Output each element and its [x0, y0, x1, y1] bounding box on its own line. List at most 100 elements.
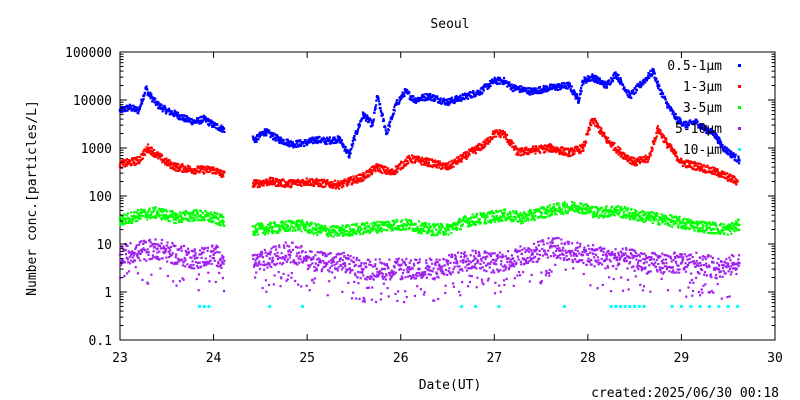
data-point [393, 109, 396, 112]
data-point [577, 101, 580, 105]
data-point [294, 143, 297, 146]
data-point [307, 139, 310, 142]
data-point [576, 145, 579, 149]
data-point [722, 171, 725, 174]
data-point [292, 226, 296, 229]
data-point [161, 158, 165, 161]
data-point [406, 159, 409, 163]
data-point [633, 157, 636, 160]
data-point [611, 141, 614, 145]
data-point [422, 163, 425, 166]
data-point [130, 259, 133, 262]
data-point [621, 83, 625, 86]
data-point [718, 171, 722, 175]
data-point [125, 162, 128, 165]
data-point [148, 92, 151, 95]
data-point [541, 90, 545, 93]
data-point [262, 184, 265, 187]
data-point [519, 151, 522, 154]
data-point [497, 76, 500, 79]
data-point [484, 138, 487, 141]
data-point [365, 170, 369, 173]
data-point [364, 119, 368, 122]
data-point [556, 84, 559, 87]
data-point [624, 213, 628, 217]
data-point [538, 210, 541, 213]
data-point [311, 136, 314, 139]
data-point [277, 140, 280, 143]
data-point [548, 213, 552, 216]
data-point [161, 107, 164, 110]
data-point [334, 233, 337, 236]
data-point [254, 182, 257, 185]
data-point [659, 218, 662, 222]
data-point [737, 155, 740, 158]
data-point [571, 201, 574, 204]
data-point [431, 96, 434, 99]
data-point [703, 164, 706, 167]
data-point [700, 166, 704, 170]
data-point [653, 212, 656, 215]
data-point [405, 159, 408, 162]
data-point [298, 140, 301, 143]
data-point [596, 123, 600, 126]
data-point [675, 222, 678, 225]
data-point [736, 159, 740, 162]
data-point [619, 78, 622, 81]
data-point [657, 129, 660, 132]
data-point [718, 138, 721, 141]
data-point [130, 252, 134, 256]
data-point [548, 204, 551, 207]
data-point [702, 123, 705, 126]
data-point [623, 206, 627, 209]
data-point [328, 138, 331, 142]
data-point [480, 143, 483, 146]
data-point [286, 138, 289, 141]
data-point [552, 147, 555, 150]
data-point [200, 119, 204, 122]
data-point [142, 242, 145, 246]
data-point [593, 76, 596, 80]
data-point [446, 102, 449, 105]
data-point [154, 155, 158, 158]
data-point [644, 154, 647, 157]
data-point [491, 137, 494, 140]
data-point [618, 211, 621, 214]
data-point [335, 184, 338, 187]
data-point [687, 160, 691, 163]
data-point [137, 109, 141, 112]
data-point [460, 99, 463, 102]
data-point [297, 144, 301, 147]
data-point [390, 229, 393, 232]
data-point [481, 87, 485, 90]
data-point [630, 162, 633, 166]
data-point [712, 232, 715, 235]
data-point [580, 146, 583, 149]
data-point [338, 182, 342, 185]
data-point [191, 219, 194, 222]
data-point [157, 211, 160, 214]
data-point [526, 214, 529, 217]
data-point [351, 139, 354, 143]
data-point [166, 160, 170, 163]
data-point [263, 133, 266, 136]
data-point [556, 83, 559, 86]
data-point [326, 178, 329, 182]
data-point [727, 178, 730, 181]
data-point [620, 205, 623, 209]
data-point [348, 176, 351, 180]
data-point [133, 217, 136, 220]
data-point [660, 92, 663, 95]
data-point [169, 166, 172, 169]
data-point [348, 154, 351, 157]
data-point [123, 159, 126, 162]
data-point [386, 169, 389, 173]
data-point [362, 116, 366, 119]
data-point [164, 112, 168, 115]
data-point [676, 217, 679, 220]
data-point [499, 82, 502, 85]
data-point [313, 139, 316, 142]
data-point [253, 140, 256, 143]
data-point [146, 91, 150, 94]
